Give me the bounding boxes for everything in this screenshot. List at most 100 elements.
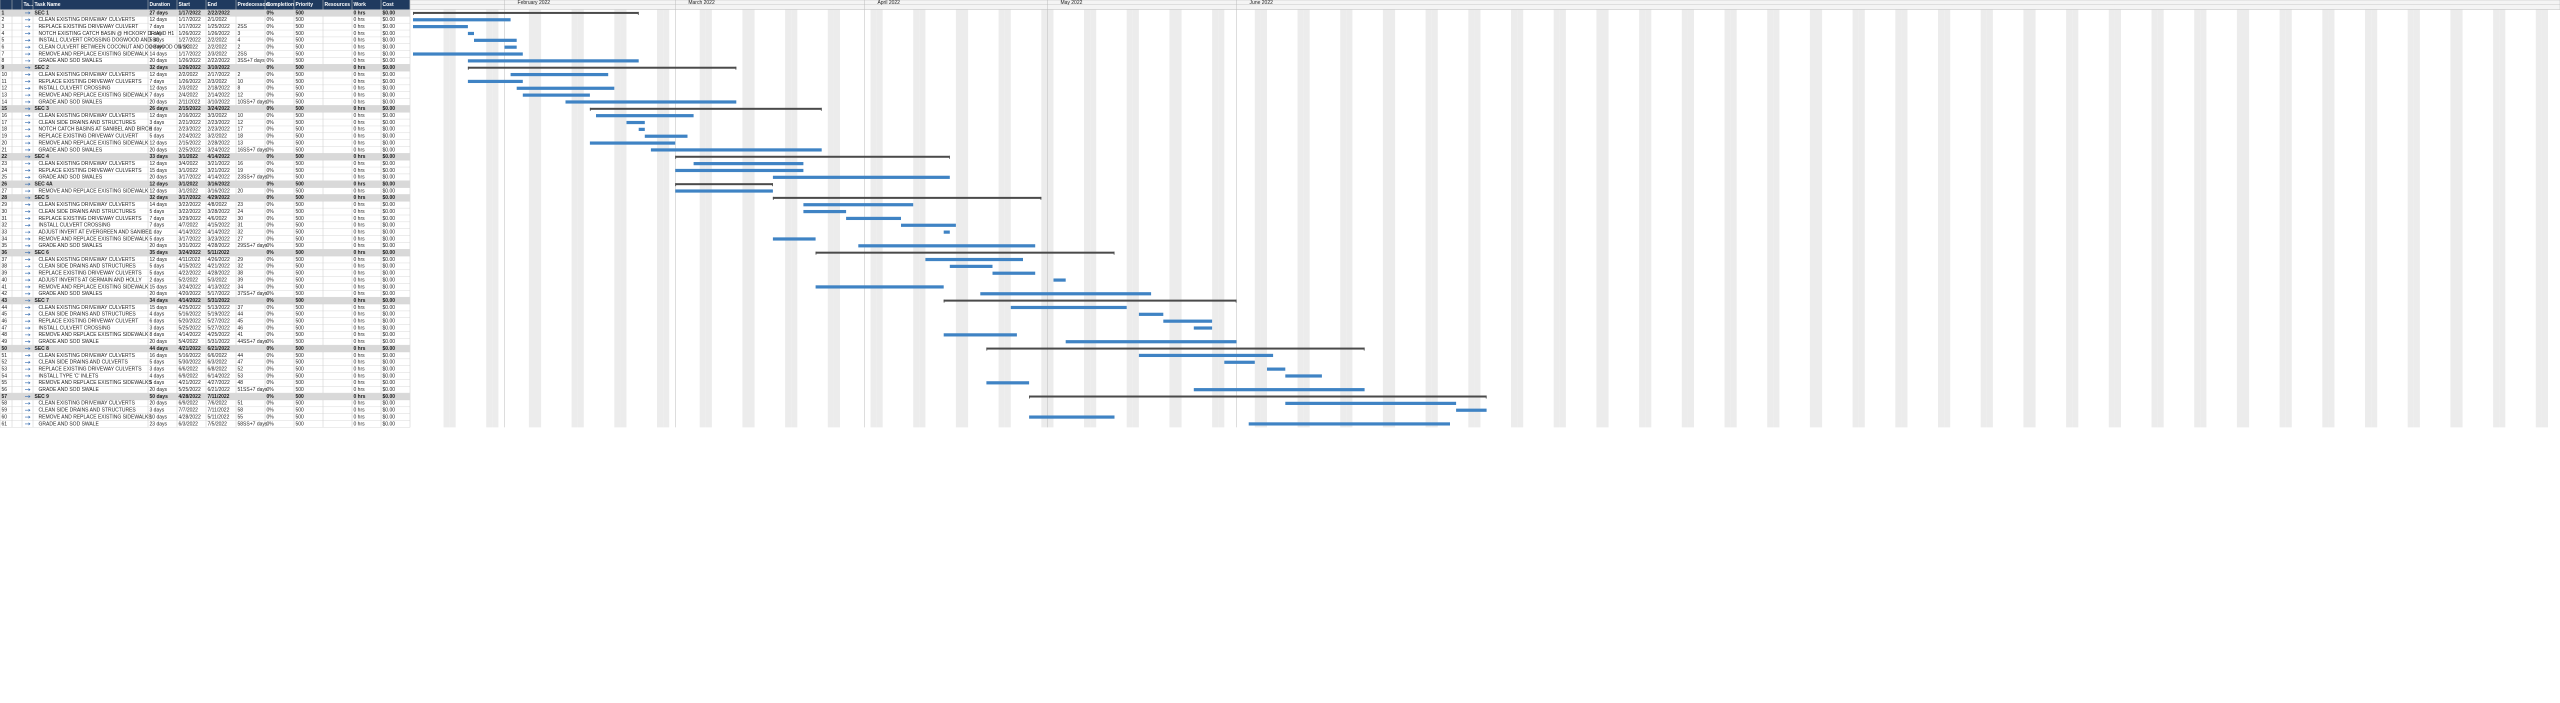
- task-mode-icon: [25, 326, 31, 330]
- row-id: 38: [2, 264, 8, 270]
- cell-end: 4/25/2022: [208, 332, 230, 338]
- column-header: Start: [179, 2, 191, 8]
- weekend-shade: [2499, 9, 2506, 428]
- cell-priority: 500: [296, 284, 305, 290]
- cell-completion: 0%: [267, 319, 275, 325]
- weekend-shade: [528, 9, 535, 428]
- cell-priority: 500: [296, 99, 305, 105]
- cell-name: SEC 7: [35, 298, 50, 304]
- weekend-shade: [742, 9, 749, 428]
- row-id: 51: [2, 353, 8, 359]
- cell-name: INSTALL TYPE 'C' INLETS: [39, 373, 100, 379]
- cell-work: 0 hrs: [354, 113, 366, 119]
- cell-work: 0 hrs: [354, 353, 366, 359]
- cell-priority: 500: [296, 353, 305, 359]
- cell-completion: 0%: [267, 99, 275, 105]
- cell-priority: 500: [296, 175, 305, 181]
- cell-predecessors: 2SS: [238, 51, 248, 57]
- cell-cost: $0.00: [383, 236, 396, 242]
- cell-start: 5/25/2022: [179, 325, 201, 331]
- cell-name: CLEAN SIDE DRAINS AND STRUCTURES: [39, 209, 137, 215]
- cell-start: 3/22/2022: [179, 202, 201, 208]
- cell-completion: 0%: [267, 188, 275, 194]
- cell-work: 0 hrs: [354, 17, 366, 23]
- task-mode-icon: [25, 11, 31, 15]
- task-mode-icon: [25, 237, 31, 241]
- cell-duration: 1 day: [150, 31, 163, 37]
- cell-work: 0 hrs: [354, 332, 366, 338]
- cell-end: 4/26/2022: [208, 257, 230, 263]
- task-bar: [943, 230, 950, 234]
- cell-completion: 0%: [267, 277, 275, 283]
- weekend-shade: [1553, 9, 1560, 428]
- weekend-shade: [492, 9, 499, 428]
- cell-duration: 20 days: [150, 387, 168, 393]
- weekend-shade: [1346, 9, 1353, 428]
- weekend-shade: [1389, 9, 1396, 428]
- cell-work: 0 hrs: [354, 120, 366, 126]
- cell-predecessors: 38: [238, 271, 244, 277]
- cell-priority: 500: [296, 24, 305, 30]
- task-mode-icon: [25, 107, 31, 111]
- task-mode-icon: [25, 18, 31, 22]
- weekend-shade: [2236, 9, 2243, 428]
- cell-priority: 500: [296, 154, 305, 160]
- cell-priority: 500: [296, 182, 305, 188]
- cell-start: 3/24/2022: [179, 284, 201, 290]
- cell-cost: $0.00: [383, 229, 396, 235]
- cell-name: CLEAN EXISTING DRIVEWAY CULVERTS: [39, 257, 136, 263]
- cell-duration: 33 days: [150, 154, 169, 160]
- cell-start: 4/7/2022: [179, 223, 199, 229]
- cell-priority: 500: [296, 312, 305, 318]
- row-id: 18: [2, 127, 8, 133]
- task-mode-icon: [25, 148, 31, 152]
- cell-cost: $0.00: [383, 120, 396, 126]
- cell-end: 4/15/2022: [208, 223, 230, 229]
- cell-cost: $0.00: [383, 92, 396, 98]
- row-id: 42: [2, 291, 8, 297]
- cell-duration: 20 days: [150, 175, 168, 181]
- cell-start: 2/3/2022: [179, 86, 199, 92]
- row-id: 14: [2, 99, 8, 105]
- cell-name: CLEAN CULVERT BETWEEN COCONUT AND DOGWOO…: [39, 45, 191, 51]
- cell-completion: 0%: [267, 298, 275, 304]
- cell-end: 6/21/2022: [208, 346, 230, 352]
- cell-work: 0 hrs: [354, 134, 366, 140]
- cell-priority: 500: [296, 92, 305, 98]
- cell-end: 5/11/2022: [208, 250, 230, 256]
- cell-name: GRADE AND SOD SWALES: [39, 243, 103, 249]
- cell-name: SEC 3: [35, 106, 50, 112]
- weekend-shade: [1212, 9, 1219, 428]
- task-mode-icon: [25, 66, 31, 70]
- task-bar: [1138, 312, 1164, 316]
- cell-cost: $0.00: [383, 140, 396, 146]
- weekend-shade: [1132, 9, 1139, 428]
- row-id: 23: [2, 161, 8, 167]
- cell-completion: 0%: [267, 284, 275, 290]
- cell-priority: 500: [296, 366, 305, 372]
- cell-end: 1/26/2022: [208, 31, 230, 37]
- weekend-shade: [1816, 9, 1823, 428]
- summary-row-bg: [0, 345, 410, 352]
- cell-work: 0 hrs: [354, 140, 366, 146]
- row-id: 10: [2, 72, 8, 78]
- cell-cost: $0.00: [383, 421, 396, 427]
- cell-name: INSTALL CULVERT CROSSING: [39, 325, 111, 331]
- cell-work: 0 hrs: [354, 45, 366, 51]
- task-mode-icon: [25, 230, 31, 234]
- cell-start: 3/1/2022: [179, 154, 199, 160]
- cell-cost: $0.00: [383, 24, 396, 30]
- cell-name: REPLACE EXISTING DRIVEWAY CULVERTS: [39, 216, 143, 222]
- row-id: 2: [2, 17, 5, 23]
- task-mode-icon: [25, 299, 31, 303]
- cell-completion: 0%: [267, 202, 275, 208]
- task-bar: [516, 86, 615, 90]
- row-id: 55: [2, 380, 8, 386]
- task-bar: [1193, 388, 1365, 392]
- column-header: Cost: [383, 2, 394, 8]
- task-mode-icon: [25, 93, 31, 97]
- row-id: 39: [2, 271, 8, 277]
- month-label: April 2022: [877, 0, 900, 6]
- task-bar: [1163, 319, 1213, 323]
- task-bar: [644, 134, 688, 138]
